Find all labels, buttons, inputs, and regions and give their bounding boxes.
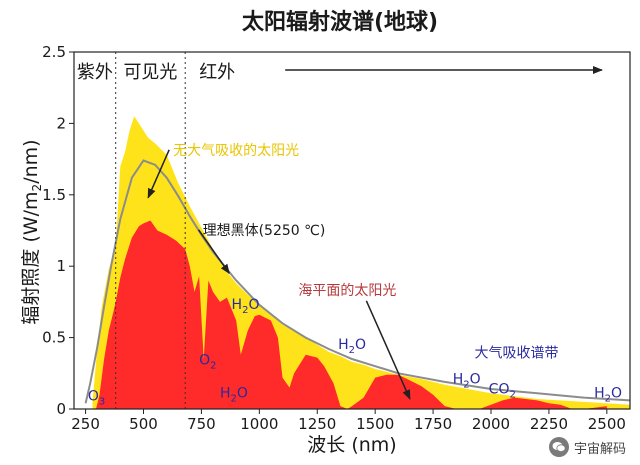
molecule-label: H2O xyxy=(338,337,366,356)
x-tick-label: 2250 xyxy=(530,415,568,433)
x-tick-label: 1500 xyxy=(356,415,394,433)
watermark: 宇宙解码 xyxy=(548,437,626,457)
ann-blackbody: 理想黑体(5250 ℃) xyxy=(203,223,326,239)
y-axis-label: 辐射照度 (W/m2/nm) xyxy=(20,139,44,324)
x-tick-label: 500 xyxy=(129,415,158,433)
y-tick-label: 2 xyxy=(56,114,66,132)
ann-no-atmosphere: 无大气吸收的太阳光 xyxy=(173,143,299,159)
molecule-label: H2O xyxy=(594,386,622,405)
y-axis-label-prefix: 辐射照度 (W/m xyxy=(20,191,42,324)
x-tick-label: 750 xyxy=(187,415,216,433)
molecule-label: O2 xyxy=(199,353,216,372)
y-axis-label-suffix: /nm) xyxy=(20,139,42,183)
y-tick-label: 1 xyxy=(56,257,66,275)
ann-absorption: 大气吸收谱带 xyxy=(474,346,558,362)
y-axis-ticks: 0 0.5 1 1.5 2 2.5 xyxy=(42,43,74,418)
x-tick-label: 1250 xyxy=(298,415,336,433)
x-tick-label: 1750 xyxy=(414,415,452,433)
region-label: 紫外 xyxy=(77,62,113,83)
ann-sea-level: 海平面的太阳光 xyxy=(298,283,396,299)
x-tick-label: 2000 xyxy=(472,415,510,433)
y-axis-label-sub: 2 xyxy=(30,184,44,192)
molecule-label: CO2 xyxy=(489,381,516,400)
region-label: 可见光 xyxy=(123,62,177,83)
molecule-label: H2O xyxy=(232,297,260,316)
x-tick-label: 1000 xyxy=(240,415,278,433)
molecule-label: H2O xyxy=(220,386,248,405)
blackbody-curve xyxy=(84,159,631,404)
x-tick-label: 250 xyxy=(71,415,100,433)
x-axis-label: 波长 (nm) xyxy=(307,434,396,456)
y-tick-label: 2.5 xyxy=(42,43,66,61)
chart-title: 太阳辐射波谱(地球) xyxy=(242,9,438,35)
ann-blackbody-arrow xyxy=(197,229,230,275)
ann-sea-level-arrow xyxy=(365,300,411,400)
sea-level-area xyxy=(96,220,607,409)
wechat-logo-icon xyxy=(548,437,569,457)
y-tick-label: 0.5 xyxy=(42,329,66,347)
ann-no-atmosphere-arrow xyxy=(147,149,170,199)
molecule-label: O3 xyxy=(88,388,105,407)
x-tick-label: 2500 xyxy=(588,415,626,433)
plot-frame xyxy=(73,51,631,410)
y-tick-label: 1.5 xyxy=(42,186,66,204)
spectrum-regions: 紫外 可见光 红外 xyxy=(77,52,603,409)
watermark-text: 宇宙解码 xyxy=(573,441,626,457)
molecule-label: H2O xyxy=(453,371,481,390)
region-label: 红外 xyxy=(199,62,235,83)
y-tick-label: 0 xyxy=(56,400,66,418)
x-axis-ticks: 250 500 750 1000 1250 1500 1750 2000 2250 2500 xyxy=(71,409,626,433)
